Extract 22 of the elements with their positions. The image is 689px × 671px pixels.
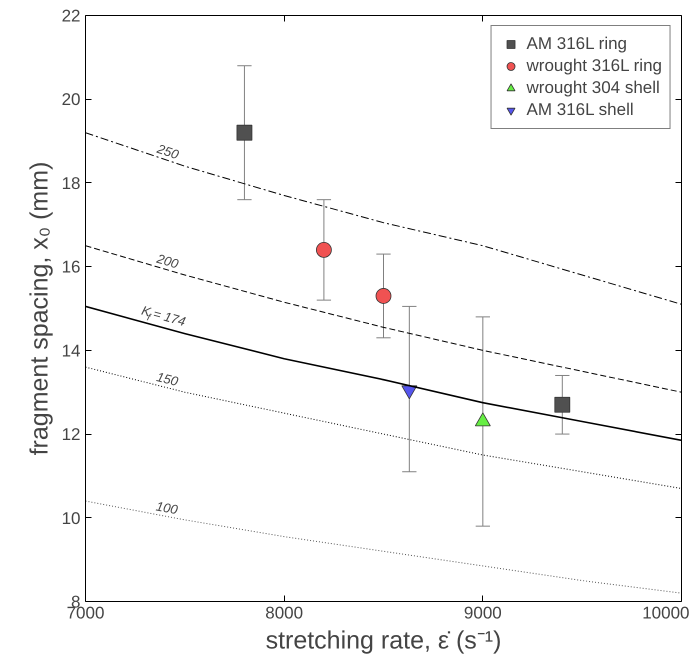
text: 200 (154, 250, 181, 272)
x-tick-label: 10000 (642, 604, 689, 622)
x-tick-label: 9000 (464, 604, 502, 622)
x-axis-title: stretching rate, ε̇ (s⁻¹) (266, 626, 502, 654)
y-axis-title: fragment spacing, x₀ (mm) (26, 162, 54, 456)
legend-label: AM 316L ring (526, 34, 628, 54)
y-tick-label: 18 (62, 174, 81, 193)
y-tick-label: 12 (62, 425, 81, 444)
line-series (86, 500, 682, 594)
y-tick-label: 14 (62, 341, 81, 360)
text: 250 (154, 140, 182, 162)
legend-label: AM 316L shell (526, 100, 634, 120)
y-tick-label: 16 (62, 258, 81, 277)
y-tick-label: 22 (62, 6, 81, 26)
legend-label: wrought 316L ring (526, 56, 662, 76)
y-tick-label: 20 (62, 90, 81, 110)
text: 100 (154, 498, 180, 518)
y-tick-label: 10 (62, 508, 81, 528)
text: 150 (155, 369, 180, 390)
x-tick-label: 8000 (265, 604, 304, 622)
legend-label: wrought 304 shell (526, 78, 660, 98)
text: Kf = 174 (140, 302, 188, 330)
